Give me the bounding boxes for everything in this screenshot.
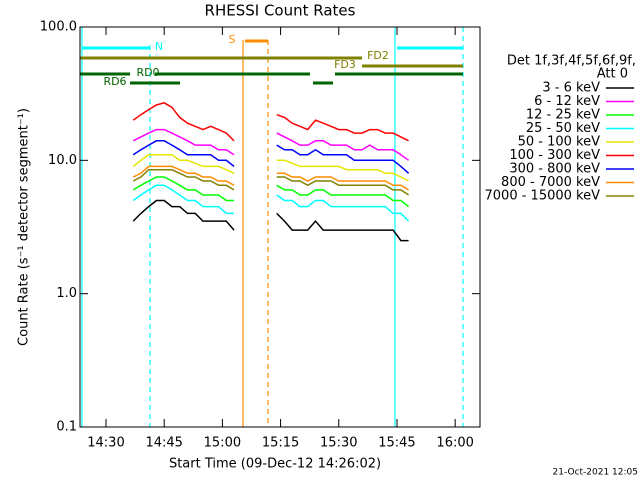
series-line <box>132 154 409 182</box>
y-tick-label: 10.0 <box>48 153 77 168</box>
x-tick-label: 14:45 <box>145 436 182 451</box>
series-line <box>132 168 410 196</box>
timestamp: 21-Oct-2021 12:05 <box>553 468 638 478</box>
legend-label: 3 - 6 keV <box>542 81 600 96</box>
legend-label: 12 - 25 keV <box>526 108 600 123</box>
legend-label: 300 - 800 keV <box>509 162 600 177</box>
legend-label: 50 - 100 keV <box>518 135 601 150</box>
x-tick-label: 15:00 <box>204 436 241 451</box>
series-line <box>132 101 409 142</box>
flag-label: S <box>229 33 236 46</box>
legend-label: 800 - 7000 keV <box>501 175 600 190</box>
flag-label: RD0 <box>136 66 159 79</box>
series-line <box>132 140 410 174</box>
chart-title: RHESSI Count Rates <box>205 2 356 20</box>
flag-label: FD2 <box>367 49 389 62</box>
flag-label: RD6 <box>103 75 126 88</box>
plot-frame <box>79 26 481 428</box>
legend-label: 100 - 300 keV <box>509 148 600 163</box>
series-line <box>132 184 410 222</box>
legend-label: 6 - 12 keV <box>534 94 600 109</box>
x-tick-label: 16:00 <box>436 436 473 451</box>
series-line <box>132 165 409 191</box>
legend-title: Det 1f,3f,4f,5f,6f,9f, <box>507 54 636 69</box>
legend-label: 7000 - 15000 keV <box>485 189 601 204</box>
legend-title: Att 0 <box>597 67 628 82</box>
x-tick-label: 15:45 <box>378 436 415 451</box>
y-tick-label: 100.0 <box>40 20 77 35</box>
y-axis-label: Count Rate (s⁻¹ detector segment⁻¹) <box>17 108 32 346</box>
flag-label: N <box>155 40 163 53</box>
y-tick-label: 1.0 <box>56 286 77 301</box>
x-tick-label: 15:15 <box>262 436 299 451</box>
flag-label: FD3 <box>334 58 356 71</box>
x-tick-label: 14:30 <box>87 436 124 451</box>
x-axis-label: Start Time (09-Dec-12 14:26:02) <box>169 457 381 472</box>
series-line <box>132 199 409 242</box>
series-line <box>132 176 410 208</box>
series-line <box>132 128 410 161</box>
y-tick-label: 0.1 <box>56 420 77 435</box>
x-tick-label: 15:30 <box>320 436 357 451</box>
legend-label: 25 - 50 keV <box>526 121 600 136</box>
